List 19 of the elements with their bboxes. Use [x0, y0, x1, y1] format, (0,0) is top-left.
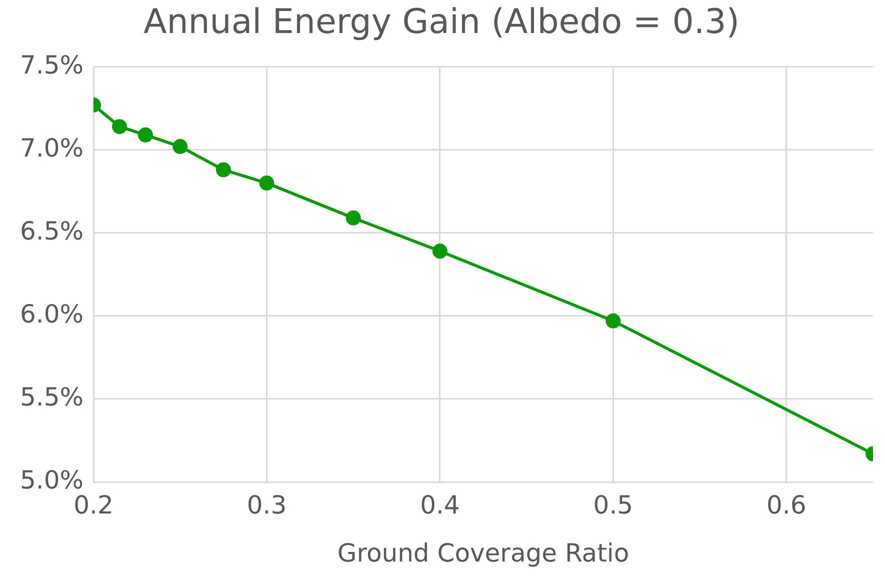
point: [138, 127, 153, 142]
x-tick-label: 0.6: [766, 490, 806, 520]
point: [606, 313, 621, 328]
x-axis-title: Ground Coverage Ratio: [337, 538, 630, 568]
x-tick-label: 0.3: [246, 490, 287, 520]
x-tick-label: 0.5: [593, 490, 634, 520]
point: [346, 210, 361, 226]
y-tick-label: 5.5%: [20, 382, 84, 412]
y-tick-label: 7.0%: [20, 133, 84, 162]
point: [216, 162, 231, 178]
point: [172, 139, 188, 154]
y-tick-label: 6.5%: [20, 216, 84, 246]
y-tick-label: 6.0%: [20, 299, 84, 328]
x-tick-label: 0.4: [420, 490, 460, 520]
point: [112, 119, 127, 134]
point: [432, 244, 448, 259]
point: [259, 176, 274, 191]
chart-title: Annual Energy Gain (Albedo = 0.3): [143, 2, 740, 42]
y-tick-label: 7.5%: [20, 50, 84, 80]
